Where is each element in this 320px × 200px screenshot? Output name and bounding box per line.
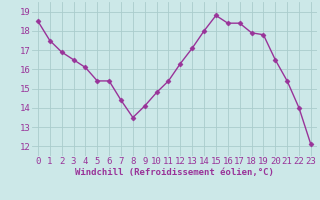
X-axis label: Windchill (Refroidissement éolien,°C): Windchill (Refroidissement éolien,°C) xyxy=(75,168,274,177)
